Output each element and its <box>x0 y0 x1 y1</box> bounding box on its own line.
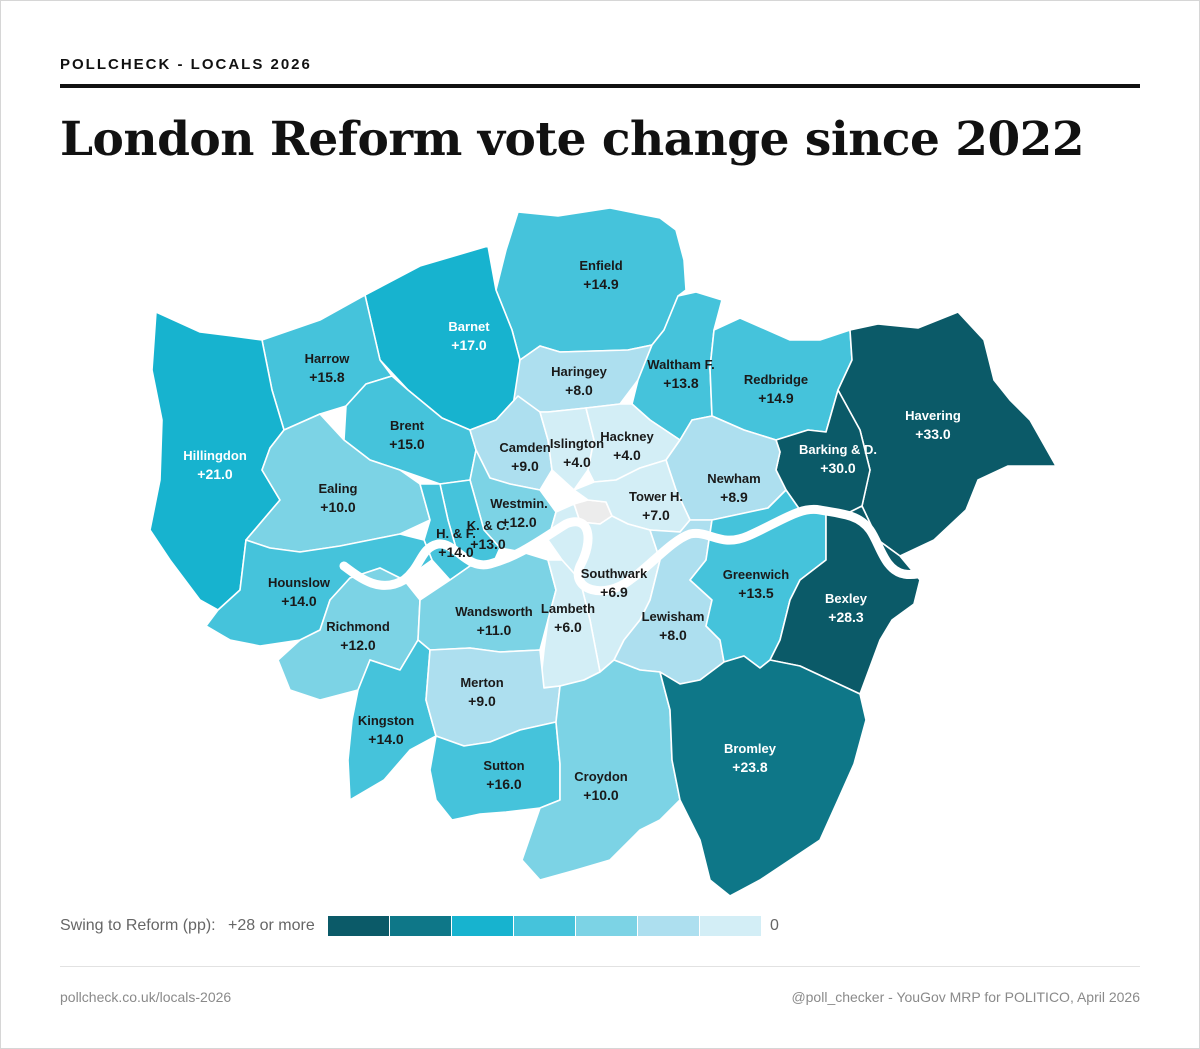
borough-label: Sutton <box>483 758 524 773</box>
borough-label: Barking & D. <box>799 442 877 457</box>
legend-swatch <box>700 916 761 936</box>
borough-value: +8.0 <box>659 627 687 643</box>
borough-label: Enfield <box>579 258 622 273</box>
borough-label: Wandsworth <box>455 604 533 619</box>
borough-value: +12.0 <box>340 637 376 653</box>
borough-label: Brent <box>390 418 425 433</box>
borough-value: +6.0 <box>554 619 582 635</box>
legend-swatch <box>328 916 389 936</box>
borough-value: +10.0 <box>320 499 356 515</box>
borough-label: Southwark <box>581 566 648 581</box>
borough-label: Hackney <box>600 429 654 444</box>
borough-label: Harrow <box>305 351 351 366</box>
legend-label: Swing to Reform (pp): <box>60 917 216 934</box>
borough-value: +12.0 <box>501 514 537 530</box>
borough-value: +21.0 <box>197 466 233 482</box>
borough-value: +28.3 <box>828 609 864 625</box>
borough-value: +16.0 <box>486 776 522 792</box>
borough-value: +14.0 <box>438 544 474 560</box>
borough-label: Islington <box>550 436 604 451</box>
page-title: London Reform vote change since 2022 <box>60 112 1085 167</box>
borough-value: +33.0 <box>915 426 951 442</box>
legend-swatch <box>638 916 699 936</box>
borough-label: Bexley <box>825 591 868 606</box>
borough-label: Waltham F. <box>647 357 714 372</box>
borough-value: +23.8 <box>732 759 768 775</box>
borough-label: Merton <box>460 675 503 690</box>
borough-value: +17.0 <box>451 337 487 353</box>
footer-rule <box>60 966 1140 967</box>
borough-label: Lewisham <box>642 609 705 624</box>
borough-value: +11.0 <box>477 622 512 638</box>
borough-label: Havering <box>905 408 961 423</box>
borough-value: +9.0 <box>511 458 539 474</box>
borough-value: +14.0 <box>281 593 317 609</box>
borough-label: Richmond <box>326 619 390 634</box>
footer-url: pollcheck.co.uk/locals-2026 <box>60 989 232 1005</box>
borough-label: Westmin. <box>490 496 548 511</box>
legend-swatch <box>452 916 513 936</box>
borough-labels: Enfield +14.9 Barnet +17.0 Harrow +15.8 Hillin… <box>183 258 961 803</box>
kicker: POLLCHECK - LOCALS 2026 <box>60 56 312 73</box>
legend-color-scale <box>328 916 762 936</box>
borough-label: Camden <box>499 440 550 455</box>
header-rule <box>60 84 1140 88</box>
river-thames <box>339 504 935 596</box>
borough-label: Hillingdon <box>183 448 247 463</box>
borough-value: +9.0 <box>468 693 496 709</box>
borough-value: +15.0 <box>389 436 425 452</box>
borough-label: Newham <box>707 471 760 486</box>
borough-label: Bromley <box>724 741 777 756</box>
borough-shape-croydon <box>521 659 681 881</box>
borough-value: +15.8 <box>309 369 345 385</box>
borough-label: K. & C. <box>467 518 510 533</box>
borough-label: Croydon <box>574 769 628 784</box>
legend-swatch <box>514 916 575 936</box>
borough-value: +10.0 <box>583 787 619 803</box>
borough-label: Hounslow <box>268 575 331 590</box>
borough-value: +14.9 <box>758 390 794 406</box>
borough-value: +14.9 <box>583 276 619 292</box>
borough-shape-bromley <box>659 655 867 897</box>
borough-label: Haringey <box>551 364 607 379</box>
borough-value: +13.0 <box>470 536 506 552</box>
borough-value: +8.0 <box>565 382 593 398</box>
borough-label: Barnet <box>448 319 490 334</box>
legend-min-label: 0 <box>770 917 779 934</box>
legend-swatch <box>576 916 637 936</box>
borough-value: +7.0 <box>642 507 670 523</box>
borough-value: +6.9 <box>600 584 628 600</box>
borough-value: +4.0 <box>613 447 641 463</box>
legend-swatch <box>390 916 451 936</box>
borough-label: Redbridge <box>744 372 808 387</box>
borough-label: Ealing <box>318 481 357 496</box>
borough-value: +4.0 <box>563 454 591 470</box>
borough-value: +14.0 <box>368 731 404 747</box>
borough-label: Greenwich <box>723 567 790 582</box>
borough-value: +13.5 <box>738 585 774 601</box>
borough-label: H. & F. <box>436 526 476 541</box>
legend-max-label: +28 or more <box>228 917 315 934</box>
borough-label: Lambeth <box>541 601 595 616</box>
footer-source: @poll_checker - YouGov MRP for POLITICO,… <box>791 989 1140 1005</box>
borough-label: Tower H. <box>629 489 683 504</box>
borough-value: +8.9 <box>720 489 748 505</box>
borough-value: +30.0 <box>820 460 856 476</box>
borough-label: Kingston <box>358 713 414 728</box>
borough-value: +13.8 <box>663 375 699 391</box>
